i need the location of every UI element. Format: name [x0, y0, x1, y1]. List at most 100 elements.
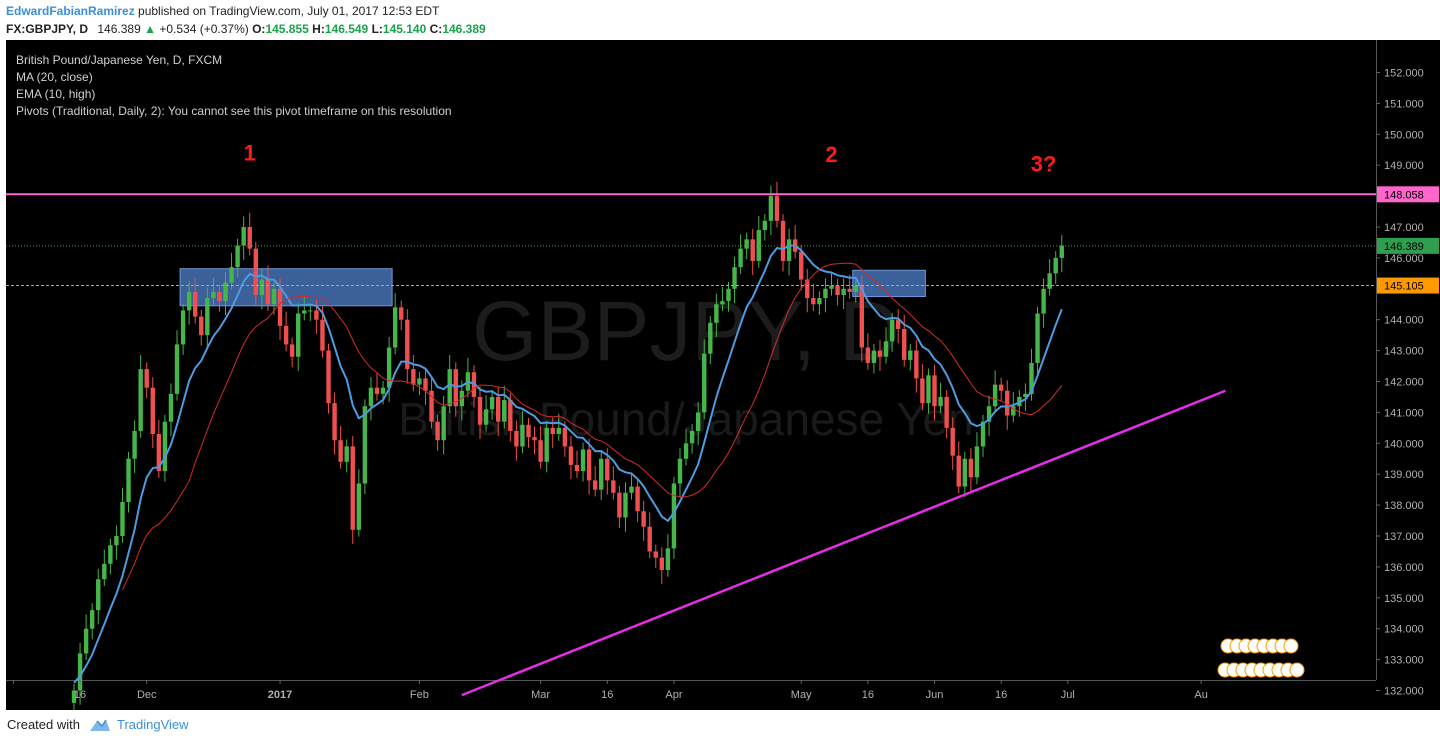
- candle-body: [932, 375, 937, 407]
- candle-body: [120, 502, 125, 536]
- candle-body: [102, 563, 107, 580]
- candle-body: [429, 390, 434, 422]
- candle-body: [289, 344, 295, 357]
- watermark-symbol: GBPJPY, D: [472, 284, 900, 378]
- candle-body: [435, 421, 440, 441]
- time-tick-label: Au: [1194, 689, 1207, 701]
- candle-body: [986, 406, 992, 422]
- candle-body: [702, 353, 707, 413]
- author-link[interactable]: EdwardFabianRamirez: [6, 4, 135, 18]
- candle-body: [108, 545, 113, 564]
- open-value: 145.855: [265, 22, 309, 36]
- candle-body: [217, 291, 222, 302]
- candle-body: [877, 350, 883, 357]
- candle-body: [689, 430, 695, 444]
- candle-body: [823, 288, 828, 299]
- publish-text: published on TradingView.com, July 01, 2…: [134, 4, 440, 18]
- candle-body: [114, 536, 119, 546]
- time-tick-label: May: [791, 689, 812, 701]
- candle-body: [374, 387, 380, 394]
- candle-body: [756, 230, 761, 261]
- close-label: C:: [429, 22, 443, 36]
- tradingview-brand-link[interactable]: TradingView: [117, 717, 189, 732]
- candle-body: [496, 396, 501, 422]
- candle-body: [708, 322, 713, 354]
- time-tick-label: 16: [862, 689, 874, 701]
- price-tick-label: 144.000: [1384, 315, 1424, 327]
- candle-body: [586, 449, 592, 481]
- candle-body: [241, 227, 246, 246]
- time-tick-label: Jun: [926, 689, 944, 701]
- time-tick-label: 2017: [268, 689, 292, 701]
- candle-body: [786, 239, 792, 261]
- candle-body: [520, 424, 525, 447]
- candle-body: [211, 291, 216, 299]
- candle-body: [659, 557, 665, 570]
- candle-body: [83, 628, 89, 654]
- candle-body: [447, 369, 452, 407]
- candle-body: [720, 301, 725, 305]
- publish-line: EdwardFabianRamirez published on Trading…: [6, 4, 439, 18]
- candle-body: [998, 384, 1004, 391]
- candle-body: [865, 347, 871, 363]
- candle-body: [726, 288, 731, 302]
- economic-events: [1217, 638, 1305, 678]
- candle-body: [580, 449, 586, 472]
- chart-area[interactable]: GBPJPY, D British Pound/Japanese Yen Briti…: [6, 40, 1440, 714]
- legend-item: British Pound/Japanese Yen, D, FXCM: [16, 53, 222, 67]
- candle-body: [302, 310, 307, 314]
- time-axis-background: [6, 680, 1440, 710]
- price-tick-label: 149.000: [1384, 160, 1424, 172]
- candle-body: [132, 430, 137, 459]
- last-price: 146.389: [97, 22, 141, 36]
- footer-bar: Created with TradingView: [0, 710, 1440, 742]
- candle-body: [538, 440, 543, 462]
- candle-body: [150, 387, 155, 435]
- price-tick-label: 141.000: [1384, 407, 1424, 419]
- candle-body: [174, 344, 180, 394]
- candle-body: [926, 375, 931, 404]
- support-trendline: [461, 389, 1226, 697]
- candle-body: [380, 387, 386, 394]
- header-bar: EdwardFabianRamirez published on Trading…: [0, 0, 1440, 40]
- tradingview-logo-icon[interactable]: [88, 718, 112, 732]
- candle-body: [1047, 273, 1052, 289]
- candle-body: [411, 369, 416, 385]
- candle-body: [441, 406, 446, 441]
- candle-body: [629, 486, 634, 493]
- high-value: 146.549: [324, 22, 369, 36]
- candle-body: [168, 393, 174, 422]
- candle-body: [599, 458, 604, 490]
- candle-body: [732, 267, 737, 289]
- open-label: O:: [252, 22, 266, 36]
- candle-body: [350, 446, 355, 530]
- candle-body: [611, 480, 616, 493]
- price-tick-label: 132.000: [1384, 686, 1424, 698]
- candle-body: [308, 310, 313, 312]
- candle-body: [738, 248, 743, 268]
- price-tick-label: 151.000: [1384, 98, 1424, 110]
- price-axis-background: [1376, 40, 1440, 680]
- candle-body: [799, 251, 804, 280]
- candle-body: [671, 483, 677, 549]
- candle-body: [1011, 406, 1016, 416]
- candle-body: [326, 350, 331, 404]
- time-tick-label: Dec: [137, 689, 157, 701]
- price-badge-label: 148.058: [1384, 189, 1424, 201]
- candle-body: [1023, 393, 1028, 397]
- candle-body: [556, 427, 561, 435]
- wave-annotation: 2: [825, 142, 837, 167]
- time-tick-label: 16: [995, 689, 1007, 701]
- candle-body: [277, 288, 283, 326]
- candle-body: [829, 285, 834, 289]
- candle-body: [653, 551, 658, 558]
- candle-body: [635, 486, 640, 512]
- candle-body: [677, 458, 683, 484]
- candle-body: [247, 227, 252, 249]
- event-flag-icon: [1283, 638, 1299, 654]
- price-badge: [1377, 277, 1439, 294]
- candle-body: [77, 653, 83, 691]
- candle-body: [605, 458, 610, 481]
- ma-line: [122, 262, 1063, 591]
